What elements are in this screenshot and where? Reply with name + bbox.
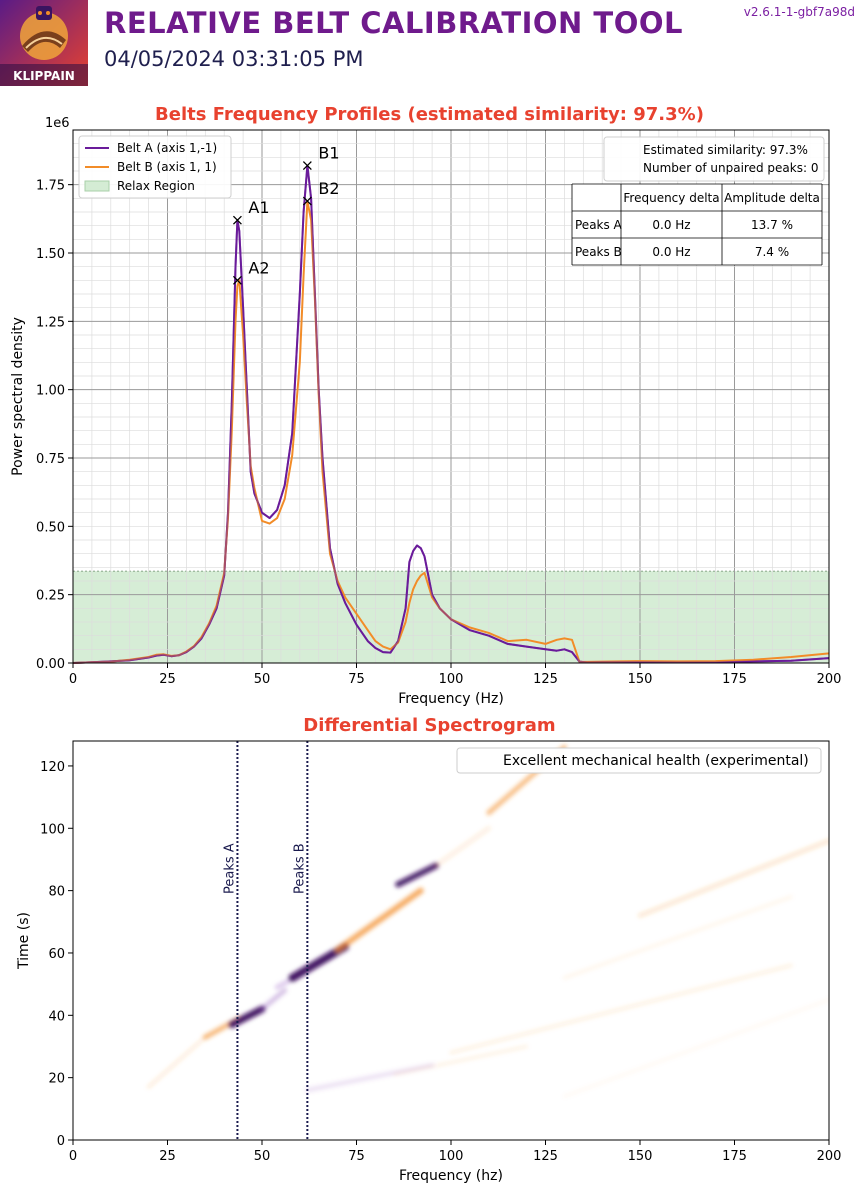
spectrogram-streak (259, 987, 288, 1012)
table-cell: 0.0 Hz (652, 245, 690, 259)
x-tick-label: 0 (69, 672, 77, 687)
frequency-profile-chart: A1 A2 B1 B2 0 25 50 75 100 125 150 175 200 0.00 0.25 0… (10, 116, 841, 707)
peak-marker-b1 (302, 161, 312, 170)
x-tick-label: 200 (817, 1149, 842, 1164)
x-tick-label: 200 (817, 672, 842, 687)
peak-marker-a2 (232, 275, 242, 285)
y-tick-label: 1.25 (36, 315, 65, 330)
x-tick-label: 125 (533, 1149, 558, 1164)
belt-a-line-overlay (72, 164, 830, 664)
spectrogram-streak (449, 963, 793, 1055)
spectrogram-streak (392, 1044, 529, 1077)
spectrogram-title: Differential Spectrogram (303, 715, 556, 736)
spectrogram-streak (228, 1005, 266, 1029)
y-tick-label: 1.00 (36, 384, 65, 399)
peak-line-label: Peaks B (292, 843, 307, 894)
spectrogram-streak (305, 1063, 435, 1093)
x-tick-label: 75 (348, 672, 365, 687)
y-tick-label: 60 (48, 947, 65, 962)
table-cell: 7.4 % (755, 245, 789, 259)
peak-marker-b2 (302, 196, 312, 206)
health-legend-box (456, 747, 822, 774)
logo-text: KLIPPAIN (13, 69, 75, 83)
y-tick-label: 0.50 (36, 520, 65, 535)
x-tick-label: 75 (348, 1149, 365, 1164)
x-tick-label: 175 (722, 1149, 747, 1164)
y-axis-offset-label: 1e6 (45, 116, 70, 131)
y-tick-label: 0.75 (36, 452, 65, 467)
x-axis-label: Frequency (Hz) (398, 691, 504, 707)
x-tick-label: 0 (69, 1149, 77, 1164)
page-date: 04/05/2024 03:31:05 PM (104, 47, 364, 71)
table-header: Amplitude delta (724, 191, 820, 205)
table-cell: Peaks A (575, 218, 623, 232)
peak-label-a1: A1 (248, 198, 269, 217)
table-cell: Peaks B (575, 245, 622, 259)
spectrogram-y-axis-label: Time (s) (16, 912, 32, 970)
peaks-table-bg (572, 184, 822, 265)
peak-line-label: Peaks A (222, 843, 237, 894)
table-cell: 0.0 Hz (652, 218, 690, 232)
version-label: v2.6.1-1-gbf7a98d (743, 5, 855, 19)
peak-label-b1: B1 (318, 144, 339, 163)
x-tick-label: 50 (254, 672, 271, 687)
x-tick-label: 100 (439, 1149, 464, 1164)
peak-label-b2: B2 (318, 179, 339, 198)
x-tick-label: 150 (628, 1149, 653, 1164)
spectrogram-streak (638, 838, 829, 918)
peak-label-a2: A2 (248, 258, 269, 277)
page-title: RELATIVE BELT CALIBRATION TOOL (104, 6, 683, 40)
legend-box (78, 135, 232, 199)
y-tick-label: 80 (48, 885, 65, 900)
peak-marker-a1 (232, 215, 242, 225)
y-tick-label: 120 (40, 760, 65, 775)
health-legend-text: Excellent mechanical health (experimenta… (503, 753, 809, 769)
spectrogram-streak (562, 998, 829, 1098)
unpaired-peaks-text: Number of unpaired peaks: 0 (643, 161, 818, 175)
klippain-logo: KLIPPAIN (0, 0, 88, 86)
y-axis-label: Power spectral density (10, 317, 26, 476)
y-tick-label: 0.25 (36, 589, 65, 604)
similarity-info-box (603, 136, 825, 182)
table-cell: 13.7 % (751, 218, 793, 232)
y-tick-label: 100 (40, 822, 65, 837)
spectrogram-streak (433, 826, 491, 868)
x-tick-label: 125 (533, 672, 558, 687)
x-tick-label: 25 (159, 672, 176, 687)
x-tick-label: 100 (439, 672, 464, 687)
y-tick-label: 1.50 (36, 247, 65, 262)
spectrogram-x-axis-label: Frequency (hz) (399, 1168, 503, 1184)
spectrogram-streak (334, 887, 424, 953)
table-header: Frequency delta (623, 191, 719, 205)
spectrogram-streak (562, 895, 793, 980)
x-tick-label: 175 (722, 672, 747, 687)
legend-entry: Relax Region (117, 179, 195, 193)
x-tick-label: 25 (159, 1149, 176, 1164)
y-tick-label: 0.00 (36, 657, 65, 672)
x-tick-label: 50 (254, 1149, 271, 1164)
spectrogram-streak (147, 1035, 207, 1089)
x-tick-label: 150 (628, 672, 653, 687)
y-tick-label: 0 (57, 1134, 65, 1149)
y-tick-label: 1.75 (36, 179, 65, 194)
spectrogram-streak (395, 862, 439, 888)
similarity-text: Estimated similarity: 97.3% (643, 143, 808, 157)
y-tick-label: 40 (48, 1009, 65, 1024)
legend-entry: Belt A (axis 1,-1) (117, 141, 217, 155)
legend-entry: Belt B (axis 1, 1) (117, 160, 217, 174)
frequency-profile-title: Belts Frequency Profiles (estimated simi… (155, 104, 704, 125)
legend-swatch-relax (84, 180, 110, 192)
y-tick-label: 20 (48, 1072, 65, 1087)
